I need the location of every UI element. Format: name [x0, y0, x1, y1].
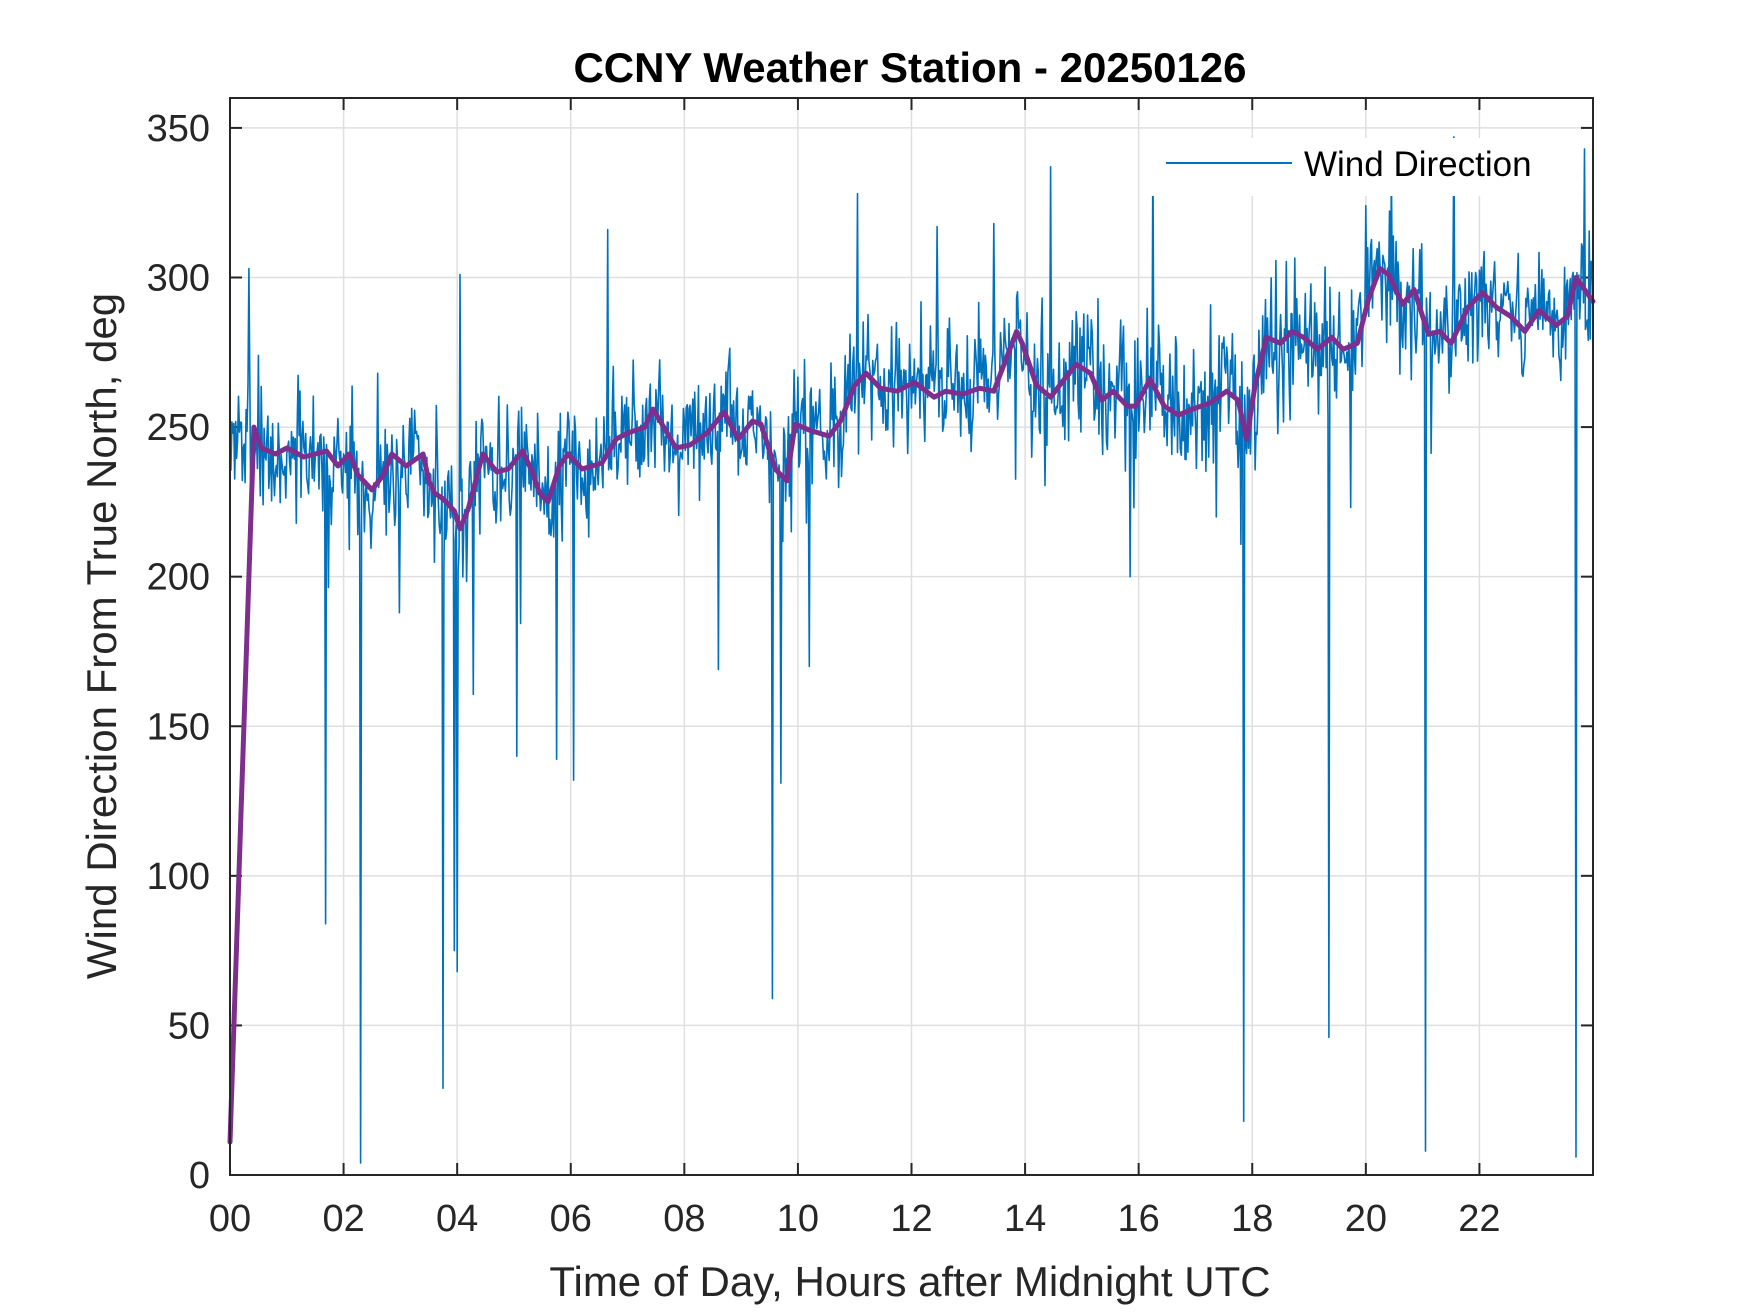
y-tick-label: 350	[147, 108, 210, 150]
axes-box	[229, 97, 1594, 1176]
y-tick-label: 300	[147, 258, 210, 300]
y-tick-label: 100	[147, 856, 210, 898]
y-tick-label: 50	[168, 1005, 210, 1047]
legend-entry-wind-direction: Wind Direction	[1304, 145, 1532, 184]
tick-labels: 00 02 04 06 08 10 12 14 16 18 20 22 0 50 100 150 200 250 3…	[147, 108, 1501, 1240]
series-smoothed-wind-direction-line	[227, 266, 1596, 1145]
y-tick-label: 150	[147, 706, 210, 748]
x-tick-label: 04	[436, 1198, 478, 1240]
x-tick-label: 16	[1118, 1198, 1160, 1240]
x-tick-label: 06	[550, 1198, 592, 1240]
x-tick-label: 18	[1231, 1198, 1273, 1240]
x-tick-label: 02	[322, 1198, 364, 1240]
chart-title: CCNY Weather Station - 20250126	[573, 44, 1246, 91]
x-tick-label: 20	[1345, 1198, 1387, 1240]
plot-series	[227, 136, 1596, 1164]
legend: Wind Direction	[1148, 138, 1548, 196]
y-tick-label: 0	[189, 1155, 210, 1197]
x-tick-label: 00	[209, 1198, 251, 1240]
y-axis-label: Wind Direction From True North, deg	[78, 293, 125, 979]
legend-box	[1148, 138, 1548, 196]
x-tick-label: 22	[1458, 1198, 1500, 1240]
x-tick-label: 14	[1004, 1198, 1046, 1240]
y-tick-label: 250	[147, 407, 210, 449]
x-tick-label: 12	[890, 1198, 932, 1240]
y-tick-label: 200	[147, 557, 210, 599]
x-tick-label: 08	[663, 1198, 705, 1240]
x-tick-label: 10	[777, 1198, 819, 1240]
series-wind-direction-line	[229, 136, 1594, 1164]
x-axis-label: Time of Day, Hours after Midnight UTC	[549, 1258, 1270, 1305]
